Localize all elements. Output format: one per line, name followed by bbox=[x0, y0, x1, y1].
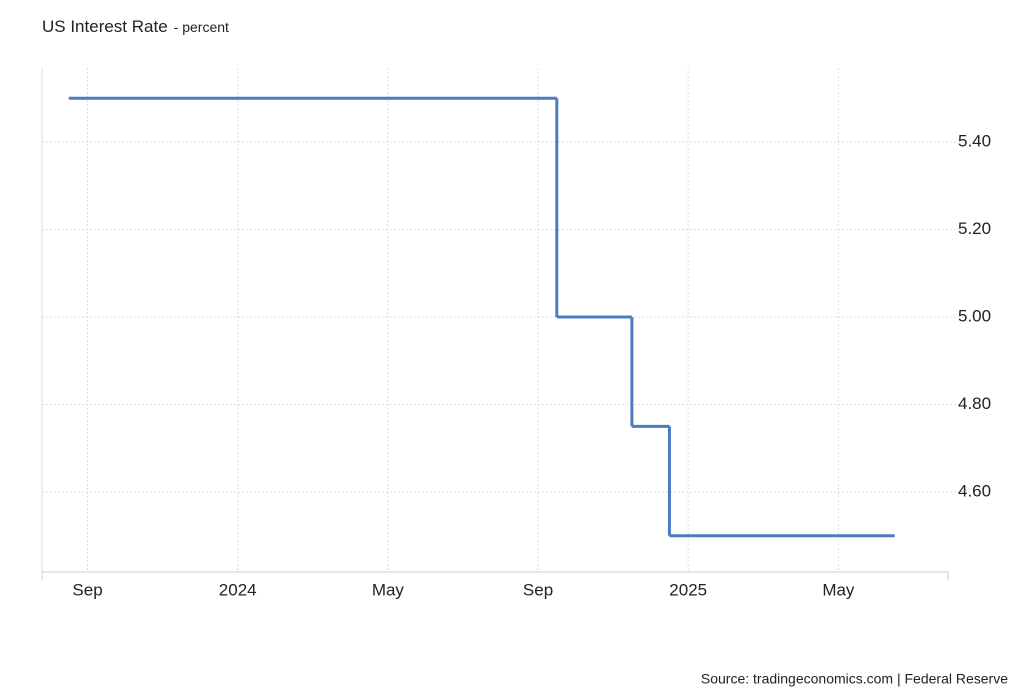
y-tick-label: 5.20 bbox=[958, 219, 991, 238]
source: Source: tradingeconomics.com | Federal R… bbox=[701, 671, 1008, 687]
x-tick-label: May bbox=[372, 580, 405, 599]
chart-title: US Interest Rate - percent bbox=[42, 17, 229, 36]
x-tick-label: May bbox=[822, 580, 855, 599]
x-tick-label: Sep bbox=[523, 580, 553, 599]
title: US Interest Rate bbox=[42, 17, 168, 36]
subtitle: - percent bbox=[174, 19, 229, 35]
y-tick-label: 5.00 bbox=[958, 306, 991, 325]
x-tick-label: Sep bbox=[72, 580, 102, 599]
y-tick-label: 4.80 bbox=[958, 394, 991, 413]
x-tick-label: 2024 bbox=[219, 580, 257, 599]
y-tick-label: 4.60 bbox=[958, 481, 991, 500]
x-tick-label: 2025 bbox=[669, 580, 707, 599]
y-tick-label: 5.40 bbox=[958, 131, 991, 150]
